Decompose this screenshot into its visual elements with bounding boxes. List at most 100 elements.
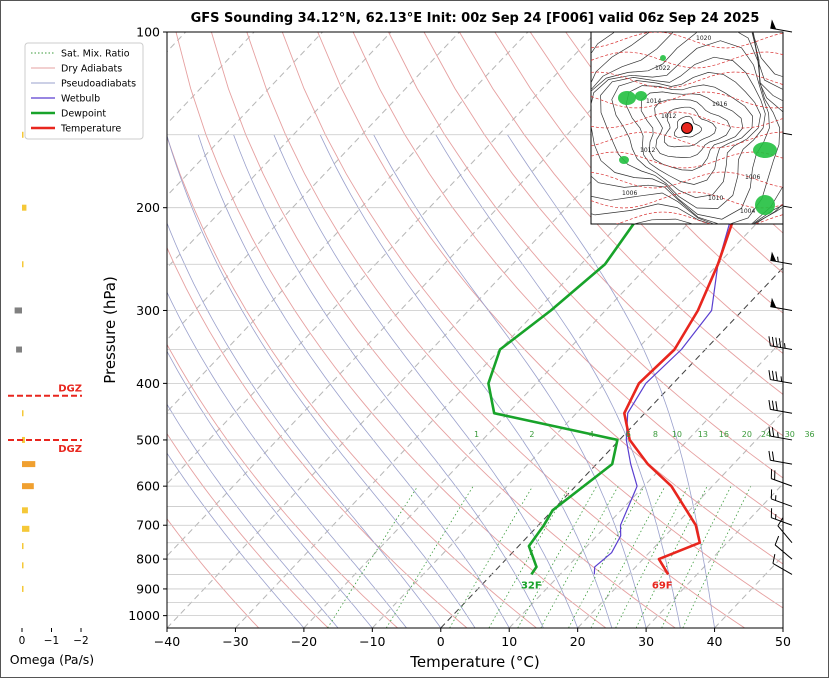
wind-barb-staff	[770, 459, 793, 465]
wind-barb-full	[771, 427, 775, 437]
wind-barb-staff	[770, 435, 793, 441]
legend-entry: Temperature	[60, 124, 121, 135]
wind-barb-staff	[772, 563, 793, 575]
y-tick-label: 300	[136, 303, 160, 318]
inset-precip-area	[619, 156, 629, 164]
mixing-ratio-label: 2	[529, 430, 534, 439]
mixing-ratio-line	[385, 485, 474, 628]
isotherm-line	[167, 32, 460, 341]
inset-thickness-contour	[591, 191, 783, 209]
wind-barb-half	[780, 376, 783, 382]
series-wetbulb	[593, 134, 777, 575]
y-tick-label: 600	[136, 479, 160, 494]
mixing-ratio-label: 13	[698, 430, 708, 439]
inset-pressure-label: 1014	[646, 98, 661, 105]
x-tick-label: 0	[437, 634, 445, 649]
wind-barb	[768, 450, 793, 465]
wind-barb-full	[768, 336, 771, 346]
pseudoadiabat-line	[319, 134, 613, 628]
wind-barb-full	[772, 554, 776, 564]
wind-barb	[777, 517, 793, 544]
dry-adiabat-line	[388, 32, 783, 479]
x-axis-label: Temperature (°C)	[409, 653, 539, 671]
legend-entry: Sat. Mix. Ratio	[61, 49, 130, 60]
wind-barb-staff	[770, 345, 793, 351]
inset-precip-area	[755, 195, 775, 215]
inset-pressure-label: 1006	[745, 174, 760, 181]
x-tick-label: 10	[501, 634, 517, 649]
dry-adiabat-line	[167, 518, 260, 628]
surface-dewpoint-label: 32F	[521, 580, 542, 591]
omega-bar	[22, 562, 24, 569]
legend-entry: Dry Adiabats	[61, 64, 122, 75]
wind-barb-staff	[777, 525, 793, 544]
wind-barb-full	[771, 370, 775, 381]
dry-adiabat-line	[814, 32, 829, 628]
mixing-ratio-label: 20	[742, 430, 752, 439]
surface-temperature-label: 69F	[652, 580, 673, 591]
plot-frame	[166, 31, 784, 629]
omega-tick-label: 0	[19, 635, 26, 647]
mixing-ratio-line	[682, 486, 752, 628]
wind-barb-staff	[771, 517, 793, 526]
inset-thickness-contour	[615, 211, 783, 224]
pseudoadiabat-line	[167, 134, 476, 628]
inset-isobar	[654, 99, 731, 158]
wind-barb-half	[784, 343, 786, 349]
pseudoadiabat-line	[197, 134, 510, 628]
inset-thickness-contour	[591, 91, 783, 109]
inset-thickness-contour	[591, 71, 783, 89]
y-tick-label: 100	[136, 25, 160, 40]
dry-adiabat-line	[494, 32, 783, 355]
isotherm-line	[167, 32, 597, 485]
dry-adiabat-line	[175, 32, 607, 628]
wind-barb-staff	[770, 306, 793, 311]
mixing-ratio-label: 1	[474, 430, 479, 439]
x-tick-label: −30	[222, 634, 248, 649]
dgz-label: DGZ	[58, 384, 82, 395]
y-tick-label: 700	[136, 518, 160, 533]
omega-bar	[14, 307, 22, 314]
inset-pressure-label: 1012	[640, 147, 655, 154]
wind-barb-full	[775, 337, 778, 348]
dry-adiabat-line	[246, 32, 745, 628]
wind-barb-staff	[770, 259, 793, 265]
y-axis-label: Pressure (hPa)	[101, 276, 119, 384]
inset-isobar	[591, 40, 770, 220]
y-tick-label: 400	[136, 376, 160, 391]
mixing-ratio-line	[540, 486, 619, 628]
wind-barb-full	[768, 426, 771, 437]
mixing-ratio-label: 8	[653, 430, 658, 439]
x-tick-label: −20	[291, 634, 317, 649]
wind-barb-staff	[771, 478, 793, 487]
isotherm-line	[440, 267, 783, 628]
omega-bar	[16, 346, 22, 353]
inset-map: 1022 1014 1012 1006 1016 1020 1012 1006 1010 1004	[590, 31, 784, 225]
wind-barbs	[768, 19, 793, 575]
dry-adiabat-line	[565, 32, 783, 274]
mixing-ratio-line	[661, 486, 732, 628]
omega-bar	[22, 525, 30, 532]
inset-precip-area	[753, 142, 777, 158]
y-axis-ticks: 100 200 300 400 500 600 700 800 900 1000	[128, 25, 167, 623]
inset-thickness-contour	[591, 151, 783, 169]
wind-barb-full	[768, 399, 771, 410]
wind-barb-staff	[770, 27, 793, 33]
wind-barb-full	[777, 517, 784, 527]
mixing-ratio-label: 4	[589, 430, 594, 439]
mixing-ratio-line	[517, 486, 597, 628]
wind-barb	[770, 251, 793, 265]
wind-barb	[770, 508, 793, 526]
inset-isobar	[625, 84, 753, 185]
x-tick-label: −10	[359, 634, 385, 649]
wind-barb-full	[768, 450, 771, 461]
omega-bar	[22, 261, 24, 268]
wind-barb	[772, 554, 793, 575]
wind-barb-full	[768, 370, 771, 380]
dry-adiabat-line	[167, 135, 537, 628]
isotherm-line	[782, 627, 783, 628]
x-tick-label: 40	[707, 634, 723, 649]
wind-barb-flag	[770, 251, 777, 262]
wind-barb-full	[774, 535, 780, 546]
dry-adiabat-line	[459, 32, 783, 395]
